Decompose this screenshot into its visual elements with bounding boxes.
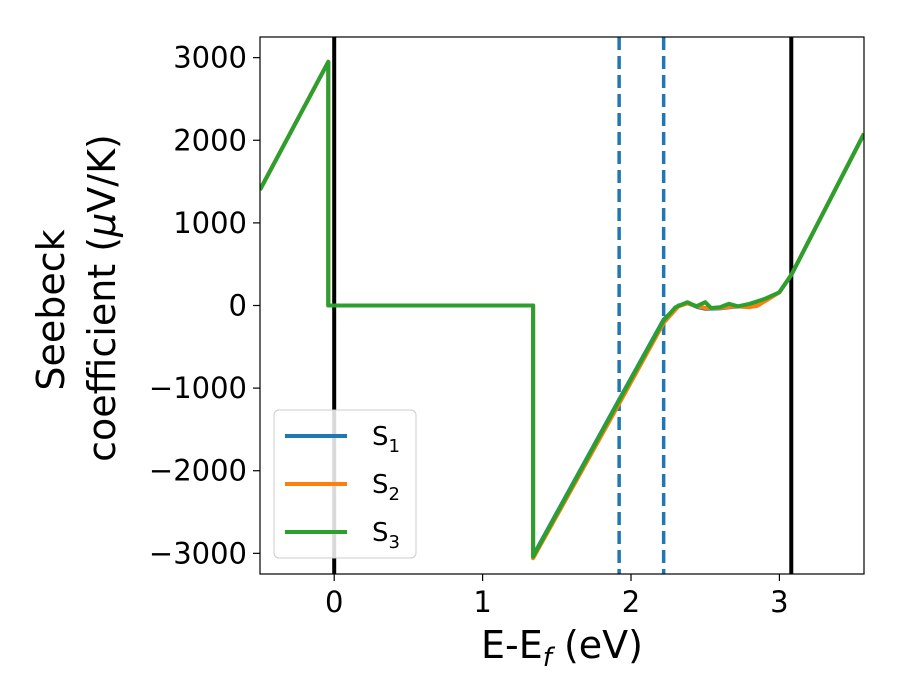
legend-label: S1 [372,422,400,457]
y-tick-label: −3000 [149,536,247,570]
x-axis-title: E-Ef (eV) [481,623,643,673]
legend-label: S3 [372,518,400,553]
y-tick-label: −1000 [149,371,247,405]
y-tick-label: −2000 [149,454,247,488]
x-tick-label: 3 [770,585,788,619]
x-tick-label: 2 [622,585,640,619]
y-tick-label: 3000 [173,41,247,75]
series-lines [260,59,864,561]
y-axis-title-line1: Seebeck [29,229,73,390]
y-axis: −3000 −2000 −1000 0 1000 2000 3000 [149,41,260,570]
legend: S1 S2 S3 [273,409,417,559]
y-tick-label: 2000 [173,123,247,157]
x-axis: 0 1 2 3 [325,574,789,619]
y-axis-title: Seebeck coefficient (μV/K) [29,134,124,462]
series-line-s3 [260,59,864,559]
legend-label: S2 [372,470,400,505]
x-tick-label: 1 [473,585,491,619]
y-axis-title-line2: coefficient (μV/K) [80,134,124,462]
y-tick-label: 0 [229,289,247,323]
y-tick-label: 1000 [173,206,247,240]
x-tick-label: 0 [325,585,343,619]
